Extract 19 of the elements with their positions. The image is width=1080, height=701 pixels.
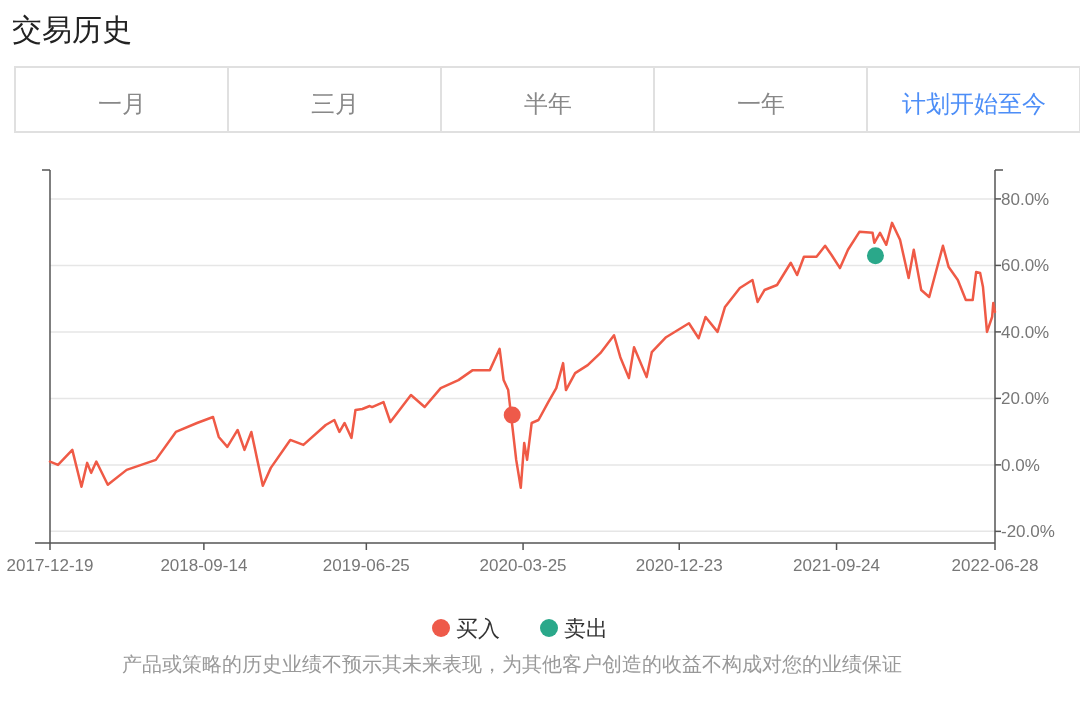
legend-label: 买入 [456,616,500,641]
x-tick-label: 2020-12-23 [635,556,723,575]
y-tick-label: 40.0% [1001,322,1050,342]
legend-label: 卖出 [564,616,608,641]
x-tick-label: 2018-09-14 [160,556,248,575]
x-tick-label: 2017-12-19 [6,556,94,575]
x-tick-label: 2021-09-24 [793,556,881,575]
y-tick-label: 0.0% [1001,455,1040,475]
line-series [48,221,997,490]
y-tick-label: -20.0% [1001,522,1055,542]
y-tick-label: 20.0% [1001,389,1050,409]
x-tick-label: 2020-03-25 [479,556,567,575]
y-tick-label: 80.0% [1001,189,1050,209]
y-tick-label: 60.0% [1001,256,1050,276]
text: 产品或策略的历史业绩不预示其未来表现，为其他客户创造的收益不构成对您的业绩保证 [122,653,902,675]
chart-title: 交易历史 [12,13,132,46]
tabs: 一月 三月 半年 一年 计划开始至今 [14,66,1080,133]
x-tick-label: 2019-06-25 [322,556,410,575]
x-tick-label: 2022-06-28 [951,556,1039,575]
